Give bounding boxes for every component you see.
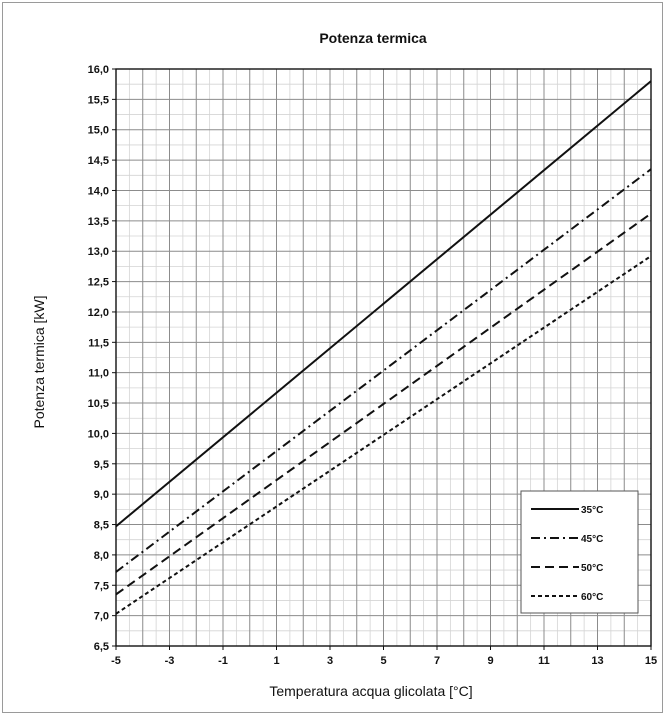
series-line-3 [115, 212, 652, 596]
y-tick-label: 9,0 [94, 489, 109, 501]
x-tick-label: 1 [273, 655, 279, 667]
y-tick-label: 7,5 [94, 580, 109, 592]
y-tick-label: 16,0 [88, 64, 109, 76]
legend-box [520, 490, 639, 614]
series-line-1 [115, 80, 652, 528]
y-tick-label: 15,0 [88, 125, 109, 137]
x-tick-label: -1 [218, 655, 228, 667]
series-line-2 [115, 168, 652, 573]
y-tick-label: 15,5 [88, 94, 109, 106]
x-tick-label: -3 [165, 655, 175, 667]
x-tick-label: 3 [327, 655, 333, 667]
chart-title: Potenza termica [319, 30, 427, 46]
legend-label: 35°C [581, 505, 603, 516]
y-tick-label: 9,5 [94, 459, 109, 471]
x-tick-label: 5 [380, 655, 386, 667]
x-axis: -5 -3 -1 1 3 5 7 9 11 13 15 [111, 646, 657, 667]
x-tick-label: 13 [591, 655, 603, 667]
y-tick-label: 11,0 [88, 368, 109, 380]
y-tick-label: 12,0 [88, 307, 109, 319]
y-tick-label: 13,5 [88, 216, 109, 228]
y-tick-label: 11,5 [88, 337, 109, 349]
chart: Potenza termica 6,5 7,0 7,5 8,0 8,5 9,0 9,5 10,… [31, 30, 657, 699]
x-axis-label: Temperatura acqua glicolata [°C] [269, 683, 472, 699]
y-tick-label: 12,5 [88, 277, 109, 289]
legend-label: 60°C [581, 592, 603, 603]
series-lines [115, 80, 652, 615]
legend: 35°C 45°C 50°C 60°C [520, 490, 639, 614]
y-tick-label: 13,0 [88, 246, 109, 258]
x-tick-label: 15 [645, 655, 657, 667]
y-tick-label: 6,5 [94, 641, 109, 653]
legend-label: 45°C [581, 534, 603, 545]
y-tick-label: 8,5 [94, 520, 109, 532]
x-tick-label: 11 [538, 655, 550, 667]
x-tick-label: 9 [487, 655, 493, 667]
y-tick-label: 14,0 [88, 185, 109, 197]
y-tick-label: 10,0 [88, 428, 109, 440]
y-tick-label: 8,0 [94, 550, 109, 562]
y-tick-label: 14,5 [88, 155, 109, 167]
series-line-4 [115, 255, 652, 615]
legend-label: 50°C [581, 563, 603, 574]
y-axis: 6,5 7,0 7,5 8,0 8,5 9,0 9,5 10,0 10,5 11,0 11,5 12,… [88, 64, 116, 653]
x-tick-label: -5 [111, 655, 121, 667]
y-axis-label: Potenza termica [kW] [31, 295, 47, 428]
y-tick-label: 10,5 [88, 398, 109, 410]
y-tick-label: 7,0 [94, 611, 109, 623]
x-tick-label: 7 [434, 655, 440, 667]
